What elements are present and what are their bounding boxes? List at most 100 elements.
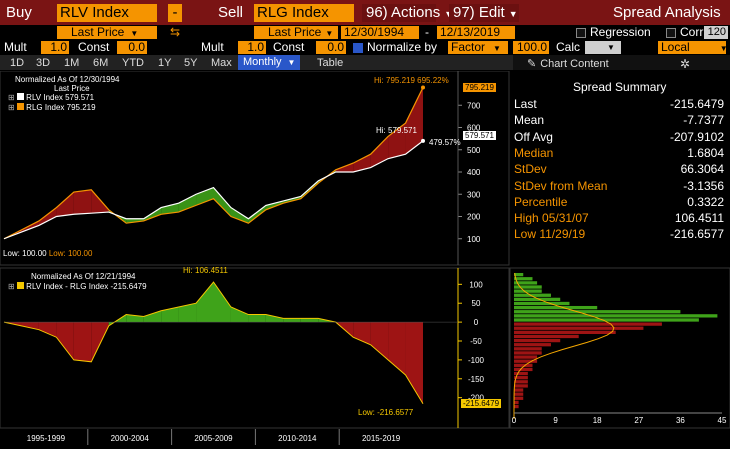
y-tick-label: -100: [468, 356, 485, 365]
legend-spread[interactable]: ⊞ RLV Index - RLG Index -215.6479: [8, 282, 147, 291]
normal-curve: [513, 272, 615, 420]
actions-menu-button[interactable]: 96) Actions▼: [362, 4, 453, 22]
regression-checkbox[interactable]: [576, 28, 586, 38]
spread-fill-segment: [196, 187, 214, 206]
range-button-5y[interactable]: 5Y: [184, 57, 198, 69]
hi-rlg-label: Hi: 795.219 695.22%: [374, 76, 449, 85]
histogram-bar: [514, 334, 579, 339]
spread-area-segment: [388, 322, 406, 375]
summary-row-value: 0.3322: [687, 194, 724, 209]
summary-row-value: -216.6577: [669, 227, 724, 242]
buy-ticker-input[interactable]: RLV Index: [57, 4, 157, 22]
price-field-select-1[interactable]: Last Price ▼: [57, 26, 157, 39]
normalize-factor-input[interactable]: 100.0: [513, 41, 549, 54]
range-button-1d[interactable]: 1D: [10, 57, 25, 69]
histogram-bar: [514, 367, 533, 372]
spread-fill-segment: [56, 192, 74, 217]
spread-fill-segment: [38, 207, 57, 226]
const-label-1: Const: [78, 40, 110, 54]
sell-label: Sell: [218, 4, 244, 21]
sell-ticker-input[interactable]: RLG Index: [254, 4, 354, 22]
summary-row-label: Last: [514, 97, 537, 111]
histogram-tick-label: 27: [634, 416, 643, 425]
chevron-down-icon: ▼: [130, 29, 139, 38]
histogram-bar: [514, 273, 524, 277]
histogram-bar: [514, 359, 538, 363]
spread-summary-panel: Spread Summary Last -215.6479 Mean -7.7377 O…: [510, 72, 730, 267]
histogram-tick-label: 18: [593, 416, 602, 425]
summary-row-value: -215.6479: [669, 97, 724, 111]
spread-fill-segment: [388, 123, 406, 159]
page-title: Spread Analysis: [613, 4, 721, 21]
summary-row-label: StDev: [514, 162, 547, 177]
calc-select[interactable]: ▼: [585, 41, 621, 54]
top-chart-subheader: Last Price: [54, 84, 90, 93]
range-button-1y[interactable]: 1Y: [158, 57, 172, 69]
last-value-flag-rlv: 579.571: [463, 131, 496, 140]
spread-fill-segment: [353, 154, 371, 172]
summary-row: Last -215.6479: [514, 97, 724, 111]
swap-menu-button[interactable]: -: [168, 4, 182, 22]
price-field-select-2[interactable]: Last Price ▼: [254, 26, 338, 39]
expand-icon: ⊞: [8, 282, 15, 291]
histogram-bar: [514, 392, 524, 396]
mult-input-1[interactable]: 1.0: [41, 41, 69, 54]
gear-icon[interactable]: ✲: [680, 57, 691, 71]
chevron-down-icon: ▼: [444, 9, 453, 19]
range-button-6m[interactable]: 6M: [93, 57, 109, 69]
spread-area-segment: [143, 310, 162, 323]
summary-row-label: Percentile: [514, 194, 568, 209]
range-button-ytd[interactable]: YTD: [122, 57, 144, 69]
start-date-input[interactable]: 12/30/1994: [341, 26, 419, 39]
normalize-label: Normalize by: [367, 40, 438, 54]
last-point-rlg: [421, 85, 425, 90]
const-input-1[interactable]: 0.0: [117, 41, 147, 54]
normalize-checkbox[interactable]: [353, 43, 363, 53]
legend-rlv[interactable]: ⊞ RLV Index 579.571: [8, 93, 95, 102]
range-button-3d[interactable]: 3D: [36, 57, 51, 69]
x-axis-label: 1995-1999: [27, 434, 66, 443]
histogram-bar: [514, 380, 528, 384]
range-button-1m[interactable]: 1M: [64, 57, 80, 69]
const-input-2[interactable]: 0.0: [316, 41, 346, 54]
y-tick-label: -50: [470, 337, 482, 346]
summary-row-label: Off Avg: [514, 129, 553, 144]
range-button-max[interactable]: Max: [211, 57, 232, 69]
summary-row: High 05/31/07 106.4511: [514, 211, 724, 225]
bottom-chart: 100 50 0 -50 -100 -150 -200: [3, 268, 485, 428]
top-chart-header: Normalized As Of 12/30/1994: [15, 75, 120, 84]
normalize-method-select[interactable]: Factor ▼: [448, 41, 508, 54]
const-label-2: Const: [273, 40, 305, 54]
timezone-select[interactable]: Local ▼: [658, 41, 726, 54]
edit-menu-button[interactable]: 97) Edit ▼: [449, 4, 519, 22]
x-axis-label: 2015-2019: [362, 434, 401, 443]
spread-area-segment: [300, 318, 319, 323]
wrench-icon: ✎: [527, 58, 537, 70]
mult-input-2[interactable]: 1.0: [238, 41, 266, 54]
histogram-tick-label: 9: [553, 416, 558, 425]
chevron-down-icon: ▼: [508, 9, 518, 19]
y-tick-label: 700: [467, 101, 481, 110]
legend-rlg[interactable]: ⊞ RLG Index 795.219: [8, 103, 96, 112]
low-label: Low: 100.00 Low: 100.00: [3, 249, 93, 258]
chart-content-button[interactable]: ✎ Chart Content: [527, 58, 609, 70]
summary-row-value: 1.6804: [687, 145, 724, 160]
frequency-select[interactable]: Monthly ▼: [238, 55, 300, 70]
spread-fill-segment: [213, 187, 231, 217]
last-point-rlv: [421, 138, 425, 143]
table-button[interactable]: Table: [317, 57, 344, 69]
hi-rlv-pct: 479.57%: [429, 138, 461, 147]
swap-icon[interactable]: ⇆: [170, 25, 181, 39]
summary-row-value: 106.4511: [674, 211, 724, 226]
end-date-input[interactable]: 12/13/2019: [437, 26, 515, 39]
corr-period-input[interactable]: 120: [704, 26, 728, 39]
corr-checkbox[interactable]: [666, 28, 676, 38]
y-tick-label: 400: [467, 168, 481, 177]
summary-row-value: -207.9102: [669, 129, 724, 144]
spread-hi-label: Hi: 106.4511: [183, 266, 228, 275]
summary-title: Spread Summary: [573, 80, 667, 94]
summary-row: Percentile 0.3322: [514, 195, 724, 209]
chevron-down-icon: ▼: [493, 44, 501, 53]
histogram-bar: [514, 305, 598, 310]
spread-line: [3, 281, 424, 404]
